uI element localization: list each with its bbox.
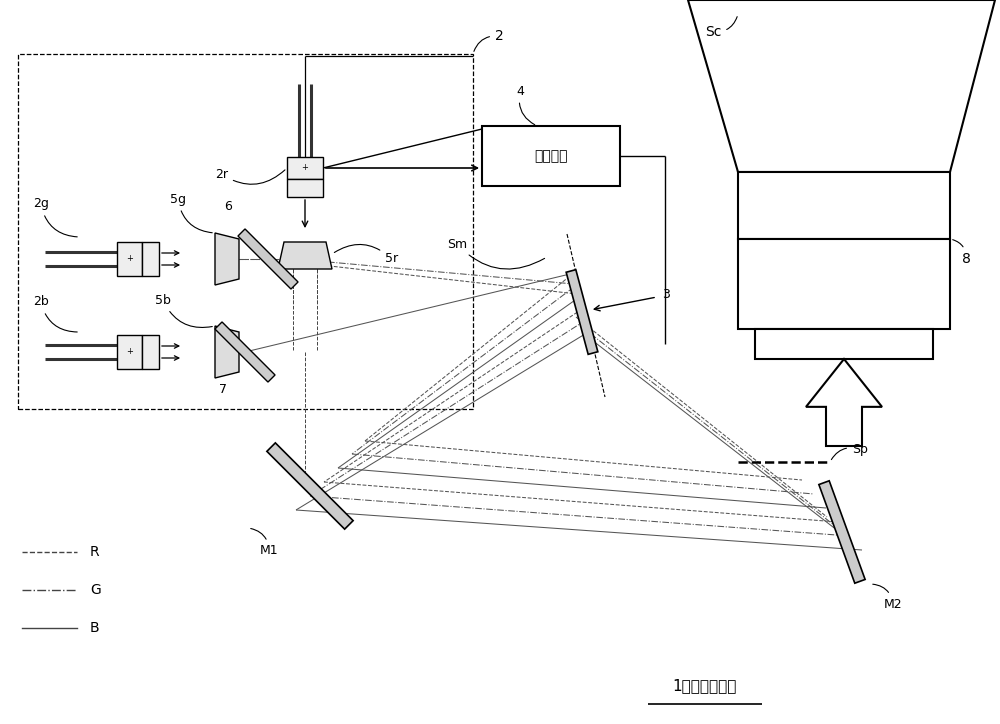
Text: G: G [90, 583, 101, 597]
Text: +: + [126, 348, 133, 356]
Polygon shape [215, 233, 239, 285]
Text: 控制单元: 控制单元 [534, 149, 568, 163]
Text: 3: 3 [662, 287, 670, 300]
Polygon shape [267, 443, 353, 529]
Text: 2b: 2b [33, 295, 77, 332]
Bar [738, 239, 950, 329]
Text: Sp: Sp [831, 442, 868, 460]
Bar [287, 179, 323, 197]
Bar [738, 172, 950, 239]
Text: M2: M2 [873, 584, 903, 610]
Text: +: + [126, 255, 133, 264]
Polygon shape [215, 326, 239, 378]
Polygon shape [806, 359, 882, 446]
Polygon shape [238, 229, 298, 289]
Text: M1: M1 [251, 529, 279, 557]
Text: 5r: 5r [334, 245, 398, 266]
Text: 6: 6 [224, 201, 232, 214]
Bar [117, 335, 142, 369]
Text: +: + [302, 164, 308, 172]
Text: 5b: 5b [155, 293, 212, 327]
Bar [117, 242, 142, 276]
Text: 4: 4 [516, 85, 535, 125]
Polygon shape [819, 481, 865, 584]
Bar [482, 126, 620, 186]
Text: 2g: 2g [33, 198, 77, 237]
Bar [142, 242, 159, 276]
Bar [287, 157, 323, 179]
Text: B: B [90, 621, 100, 635]
Polygon shape [215, 322, 275, 382]
Polygon shape [688, 0, 995, 172]
Text: 2r: 2r [215, 167, 285, 185]
Text: 8: 8 [953, 240, 971, 266]
Bar [755, 329, 933, 359]
Text: 2: 2 [474, 29, 504, 51]
Bar [142, 335, 159, 369]
Text: 1（照明装置）: 1（照明装置） [673, 678, 737, 694]
Text: Sc: Sc [705, 17, 737, 39]
Bar [18, 54, 473, 409]
Text: 5g: 5g [170, 193, 212, 232]
Polygon shape [566, 269, 598, 354]
Text: R: R [90, 545, 100, 559]
Text: 7: 7 [219, 384, 227, 397]
Text: Sm: Sm [447, 237, 545, 269]
Polygon shape [278, 242, 332, 269]
